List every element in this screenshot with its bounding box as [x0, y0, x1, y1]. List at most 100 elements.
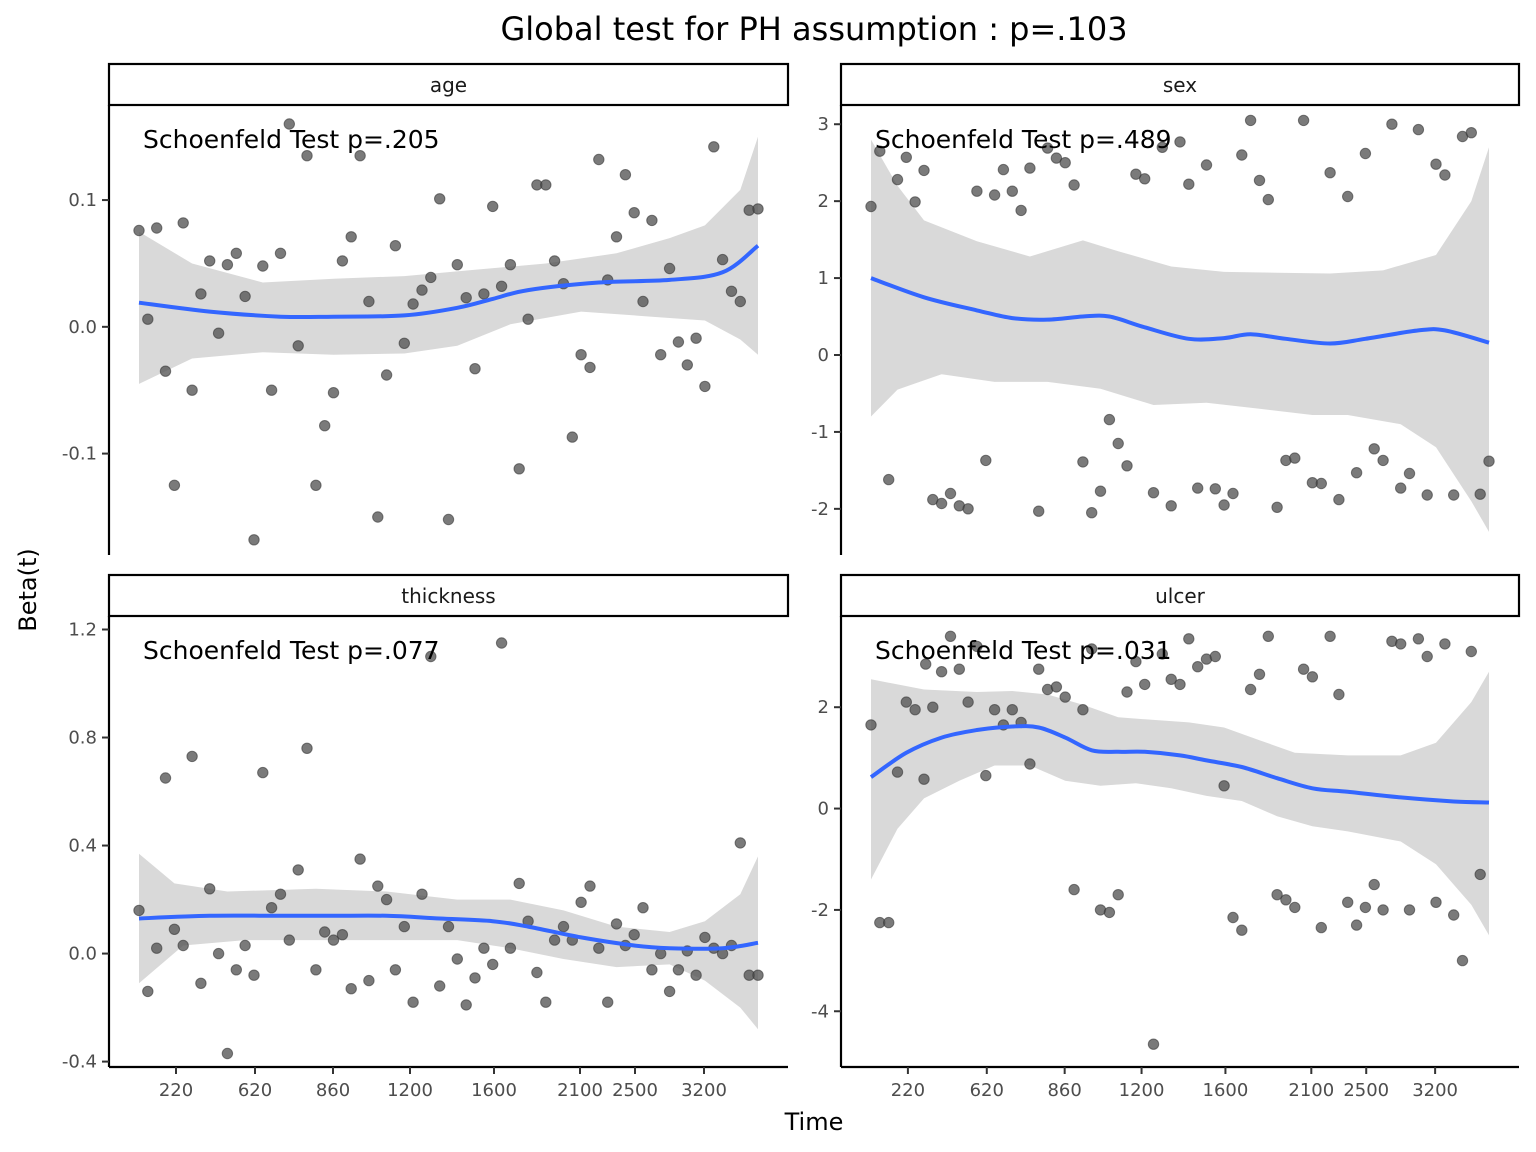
data-point — [434, 193, 446, 205]
data-point — [142, 313, 154, 325]
facet-strip — [839, 62, 1521, 107]
y-tick-label: -4 — [811, 1001, 829, 1022]
data-point — [1227, 911, 1239, 924]
data-point — [354, 853, 366, 865]
data-point — [628, 207, 640, 219]
data-point — [1395, 638, 1407, 650]
x-tick-label: 220 — [891, 1080, 925, 1101]
data-point — [407, 996, 419, 1008]
data-point — [1253, 668, 1266, 680]
data-point — [1350, 467, 1363, 479]
x-tick-label: 620 — [970, 1080, 1004, 1101]
data-point — [1209, 650, 1222, 663]
data-point — [1359, 901, 1372, 914]
data-point — [1077, 704, 1089, 716]
data-point — [1306, 671, 1319, 683]
data-point — [239, 290, 251, 303]
data-point — [310, 479, 322, 491]
data-point — [451, 953, 463, 965]
data-point — [442, 513, 455, 526]
data-point — [1227, 487, 1239, 500]
data-point — [1244, 683, 1257, 696]
data-point — [345, 983, 357, 995]
data-point — [1077, 456, 1089, 468]
y-tick-label: -2 — [811, 499, 829, 520]
data-point — [1024, 758, 1036, 770]
schoenfeld-annotation: Schoenfeld Test p=.077 — [143, 636, 440, 665]
data-point — [1218, 499, 1230, 511]
facet-strip — [107, 62, 790, 107]
smooth-line — [138, 913, 759, 951]
data-point — [265, 384, 278, 396]
data-point — [363, 295, 375, 308]
data-point — [1439, 638, 1451, 650]
data-point — [159, 772, 172, 784]
data-point — [891, 766, 904, 778]
x-axis-title: Time — [784, 1108, 844, 1136]
data-point — [133, 904, 145, 917]
data-point — [1174, 678, 1186, 691]
data-point — [1448, 909, 1460, 921]
data-point — [301, 150, 313, 162]
data-point — [504, 942, 517, 954]
y-tick-label: 0.0 — [68, 317, 97, 338]
data-point — [1430, 158, 1442, 170]
data-point — [177, 217, 189, 229]
y-tick-label: -0.4 — [62, 1052, 97, 1073]
y-tick-label: -1 — [811, 422, 829, 443]
data-point — [619, 169, 632, 181]
data-point — [935, 666, 948, 678]
data-point — [1262, 630, 1275, 642]
data-point — [1342, 190, 1354, 203]
data-point — [971, 640, 983, 653]
x-tick-label: 220 — [159, 1080, 193, 1101]
data-point — [469, 363, 481, 375]
data-point — [1068, 883, 1080, 896]
facet-strip-label: age — [430, 73, 467, 97]
data-point — [637, 295, 649, 308]
data-point — [752, 969, 764, 981]
data-point — [1112, 437, 1124, 450]
data-point — [1333, 493, 1345, 506]
data-point — [248, 534, 260, 546]
data-point — [1015, 204, 1027, 217]
data-point — [883, 916, 895, 929]
x-tick-label: 620 — [238, 1080, 272, 1101]
y-tick-label: 0 — [818, 799, 829, 820]
data-point — [398, 920, 410, 933]
data-point — [891, 173, 904, 186]
data-point — [1244, 114, 1257, 127]
data-point — [442, 920, 455, 933]
data-point — [1006, 704, 1018, 716]
data-point — [177, 939, 189, 952]
x-tick-label: 2100 — [557, 1080, 603, 1101]
data-point — [1147, 1038, 1160, 1050]
schoenfeld-annotation: Schoenfeld Test p=.205 — [143, 125, 440, 154]
data-point — [460, 999, 472, 1011]
data-point — [725, 285, 738, 297]
facet-strip-label: thickness — [401, 584, 495, 608]
schoenfeld-annotation: Schoenfeld Test p=.031 — [875, 636, 1172, 665]
x-tick-label: 2500 — [1343, 1080, 1389, 1101]
data-point — [1280, 894, 1292, 906]
data-point — [980, 769, 992, 782]
data-point — [628, 929, 640, 941]
data-point — [557, 920, 570, 933]
confidence-band — [139, 136, 758, 384]
data-point — [602, 996, 614, 1008]
data-point — [1368, 878, 1380, 891]
data-point — [1139, 173, 1151, 185]
data-point — [451, 259, 463, 271]
data-point — [1386, 118, 1398, 130]
data-point — [865, 719, 877, 731]
data-point — [918, 164, 930, 177]
data-point — [690, 332, 702, 344]
data-point — [548, 255, 561, 267]
data-point — [1465, 645, 1478, 658]
y-tick-label: 1.2 — [68, 620, 97, 641]
data-point — [319, 926, 331, 938]
data-point — [212, 327, 225, 339]
data-point — [345, 231, 357, 243]
data-point — [212, 947, 225, 960]
data-point — [920, 658, 932, 670]
